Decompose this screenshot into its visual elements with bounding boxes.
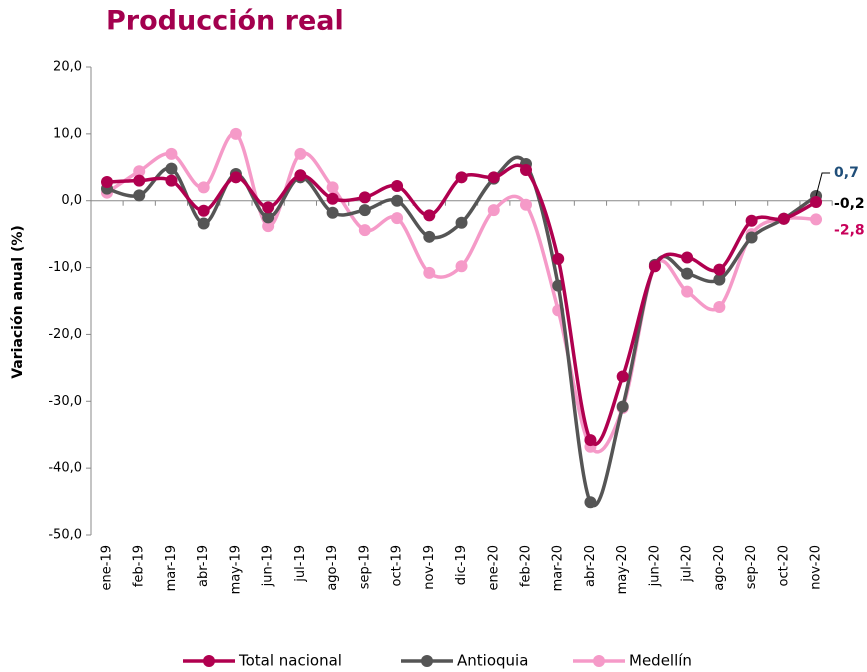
- x-tick-label: mar-20: [551, 545, 566, 591]
- point: [262, 211, 275, 224]
- point: [616, 400, 629, 413]
- point: [358, 224, 371, 237]
- point: [197, 204, 210, 217]
- point: [810, 213, 823, 226]
- x-tick-label: jul-19: [293, 545, 308, 583]
- x-tick-label: jun-19: [261, 545, 276, 587]
- point: [487, 171, 500, 184]
- point: [810, 196, 823, 209]
- x-tick-label: dic-19: [454, 545, 469, 585]
- x-tick-label: ago-20: [712, 545, 727, 591]
- chart-title: Producción real: [106, 6, 344, 37]
- point: [262, 220, 275, 233]
- point: [391, 212, 404, 225]
- point: [487, 204, 500, 217]
- x-tick-label: oct-19: [390, 545, 405, 586]
- x-tick-label: may-20: [615, 545, 630, 594]
- y-tick-label: -50,0: [48, 528, 82, 543]
- data-label: -0,2: [834, 196, 865, 212]
- y-tick-label: -30,0: [48, 394, 82, 409]
- point: [455, 260, 468, 273]
- x-tick-label: feb-20: [518, 545, 533, 587]
- x-tick-label: sep-19: [357, 545, 372, 589]
- point: [713, 301, 726, 314]
- legend-label: Medellín: [629, 652, 692, 670]
- point: [165, 174, 178, 187]
- series-line: [106, 163, 817, 446]
- point: [681, 267, 694, 280]
- point: [262, 201, 275, 214]
- series-line: [106, 155, 818, 508]
- point: [326, 192, 339, 205]
- point: [519, 198, 532, 211]
- legend-label: Total nacional: [238, 652, 342, 670]
- y-axis-label: Variación anual (%): [10, 225, 26, 379]
- point: [133, 189, 146, 202]
- point: [552, 252, 565, 265]
- data-label: 0,7: [834, 165, 859, 181]
- legend-marker: [203, 655, 215, 667]
- x-tick-label: jun-20: [647, 545, 662, 587]
- point: [133, 165, 146, 178]
- x-tick-label: abr-19: [196, 545, 211, 587]
- point: [584, 434, 597, 447]
- point: [229, 171, 242, 184]
- point: [423, 230, 436, 243]
- point: [713, 263, 726, 276]
- y-tick-label: 10,0: [53, 126, 82, 141]
- x-tick-label: feb-19: [132, 545, 147, 587]
- y-tick-label: 0,0: [61, 193, 82, 208]
- point: [745, 231, 758, 244]
- point: [584, 496, 597, 509]
- x-tick-label: oct-20: [776, 545, 791, 586]
- point: [519, 163, 532, 176]
- point: [326, 181, 339, 194]
- point: [294, 169, 307, 182]
- x-tick-label: jul-20: [680, 545, 695, 583]
- x-tick-label: abr-20: [583, 545, 598, 587]
- point: [713, 273, 726, 286]
- legend-label: Antioquia: [457, 652, 528, 670]
- y-tick-label: -10,0: [48, 260, 82, 275]
- point: [101, 175, 113, 188]
- x-tick-label: mar-19: [164, 545, 179, 591]
- x-tick-label: ago-19: [325, 545, 340, 591]
- point: [648, 260, 661, 273]
- y-tick-label: -40,0: [48, 461, 82, 476]
- legend-marker: [421, 655, 433, 667]
- point: [229, 127, 242, 140]
- point: [616, 370, 629, 383]
- point: [777, 212, 790, 225]
- x-tick-label: may-19: [228, 545, 243, 594]
- x-tick-label: sep-20: [744, 545, 759, 589]
- point: [391, 194, 404, 207]
- data-label: -2,8: [834, 222, 865, 238]
- point: [423, 266, 436, 279]
- x-tick-label: nov-20: [809, 545, 824, 590]
- point: [391, 180, 404, 193]
- point: [165, 162, 178, 175]
- point: [358, 204, 371, 217]
- x-tick-label: ene-20: [486, 545, 501, 590]
- point: [294, 147, 307, 160]
- x-tick-label: ene-19: [100, 545, 115, 590]
- point: [133, 174, 146, 187]
- x-tick-label: nov-19: [422, 545, 437, 590]
- point: [197, 181, 210, 194]
- point: [358, 191, 371, 204]
- point: [455, 216, 468, 229]
- y-tick-label: -20,0: [48, 327, 82, 342]
- point: [197, 217, 210, 230]
- point: [745, 214, 758, 227]
- y-tick-label: 20,0: [53, 60, 82, 75]
- point: [423, 209, 436, 222]
- point: [681, 285, 694, 298]
- legend-marker: [593, 655, 605, 667]
- point: [326, 206, 339, 219]
- point: [455, 171, 468, 184]
- point: [681, 251, 694, 264]
- label-leader: [815, 172, 831, 197]
- point: [165, 147, 178, 160]
